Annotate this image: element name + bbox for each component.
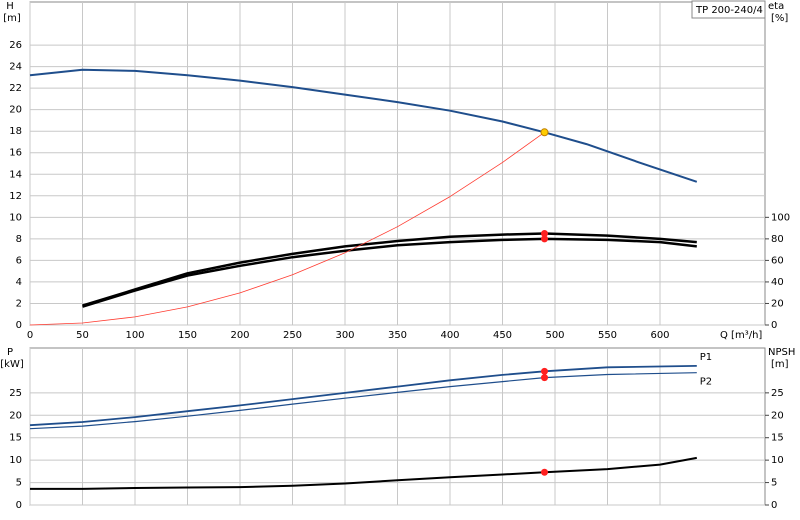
y2-axis-label: eta — [768, 1, 784, 12]
x-tick-label: 400 — [440, 330, 459, 341]
curve — [29, 68, 698, 183]
y-tick-label: 4 — [16, 277, 22, 288]
y-tick-label: 16 — [9, 148, 22, 159]
y2-axis-unit: [m] — [771, 359, 789, 370]
y2-tick-label: 20 — [771, 410, 784, 421]
y2-tick-label: 20 — [771, 298, 784, 309]
y-tick-label: 8 — [16, 234, 22, 245]
y-tick-label: 20 — [9, 105, 22, 116]
x-tick-label: 250 — [283, 330, 302, 341]
operating-point — [541, 235, 548, 243]
y-tick-label: 22 — [9, 83, 22, 94]
y-tick-label: 10 — [9, 212, 22, 223]
y-tick-label: 18 — [9, 126, 22, 137]
x-tick-label: 300 — [335, 330, 354, 341]
x-tick-label: 500 — [545, 330, 564, 341]
y-tick-label: 12 — [9, 191, 22, 202]
x-tick-label: 50 — [76, 330, 89, 341]
y-axis-unit: [m] — [3, 13, 21, 24]
y2-tick-label: 0 — [771, 320, 777, 331]
legend-title: TP 200-240/4 — [695, 5, 763, 16]
y-tick-label: 15 — [9, 433, 22, 444]
y-tick-label: 0 — [16, 500, 22, 511]
y2-tick-label: 100 — [771, 212, 790, 223]
x-axis-label: Q [m³/h] — [720, 330, 762, 341]
y2-tick-label: 5 — [771, 478, 777, 489]
x-tick-label: 200 — [230, 330, 249, 341]
y-tick-label: 0 — [16, 320, 22, 331]
y-tick-label: 2 — [16, 298, 22, 309]
operating-point — [541, 229, 548, 237]
y-tick-label: 5 — [16, 478, 22, 489]
curve — [29, 131, 545, 326]
y2-tick-label: 80 — [771, 234, 784, 245]
legend-box — [691, 0, 766, 19]
x-tick-label: 100 — [125, 330, 144, 341]
y2-tick-label: 15 — [771, 433, 784, 444]
y-tick-label: 20 — [9, 410, 22, 421]
y-tick-label: 6 — [16, 255, 22, 266]
y2-axis-label: NPSH — [768, 347, 795, 358]
y2-tick-label: 10 — [771, 455, 784, 466]
y2-axis-unit: [%] — [771, 13, 788, 24]
operating-point — [541, 468, 548, 476]
y2-tick-label: 40 — [771, 277, 784, 288]
x-tick-label: 150 — [178, 330, 197, 341]
curve — [82, 237, 697, 308]
x-tick-label: 450 — [493, 330, 512, 341]
y-tick-label: 24 — [9, 62, 22, 73]
y-axis-label: P — [7, 347, 13, 358]
curve — [30, 456, 697, 490]
curve — [82, 232, 697, 307]
y-axis-unit: [kW] — [0, 359, 24, 370]
y2-tick-label: 60 — [771, 255, 784, 266]
y2-tick-label: 25 — [771, 388, 784, 399]
operating-point — [540, 128, 549, 137]
x-tick-label: 350 — [388, 330, 407, 341]
operating-point — [541, 367, 548, 375]
x-tick-label: 600 — [650, 330, 669, 341]
y2-tick-label: 0 — [771, 500, 777, 511]
curve-label: P2 — [700, 377, 712, 388]
y-tick-label: 14 — [9, 169, 22, 180]
y-tick-label: 10 — [9, 455, 22, 466]
y-axis-label: H — [6, 1, 14, 12]
x-tick-label: 550 — [598, 330, 617, 341]
x-tick-label: 0 — [27, 330, 33, 341]
operating-point — [541, 374, 548, 382]
y-tick-label: 25 — [9, 388, 22, 399]
y-tick-label: 26 — [9, 40, 22, 51]
curve-label: P1 — [700, 352, 712, 363]
